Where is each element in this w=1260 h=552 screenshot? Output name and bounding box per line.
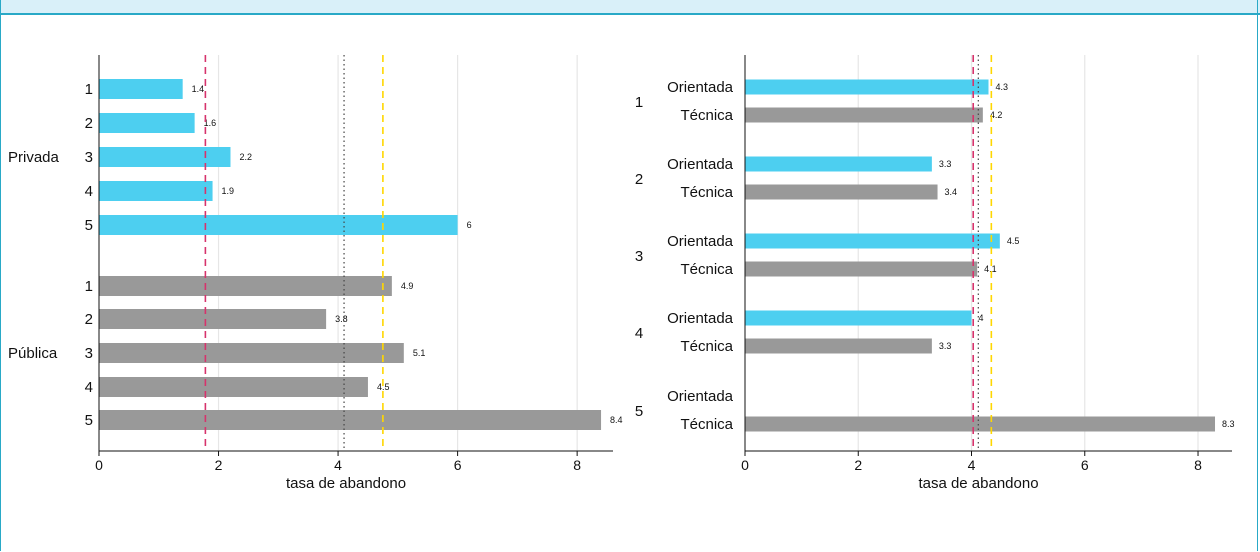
right-subcategory-label: Técnica [680,338,733,355]
left-bar-value-label: 1.4 [192,84,205,94]
right-bar [745,338,932,354]
left-bar-value-label: 3.8 [335,314,348,324]
left-bar [99,309,327,329]
right-subcategory-label: Técnica [680,107,733,124]
right-bar-value-label: 3.4 [945,187,958,197]
right-subcategory-label: Orientada [667,156,734,173]
left-bar-value-label: 4.9 [401,281,414,291]
left-bar-value-label: 6 [467,220,472,230]
left-x-tick-label: 6 [454,457,462,473]
right-bar [745,416,1216,432]
right-subcategory-label: Orientada [667,233,734,250]
left-category-label: 2 [85,115,93,132]
right-bar-value-label: 4.3 [996,82,1009,92]
right-bar [745,261,978,277]
left-bar [99,113,195,133]
right-x-tick-label: 0 [741,457,749,473]
left-bar [99,343,404,363]
left-bar [99,377,368,397]
right-subcategory-label: Orientada [667,388,734,405]
right-group-label: 5 [635,403,643,420]
left-x-tick-label: 8 [573,457,581,473]
right-x-tick-label: 4 [968,457,976,473]
right-group-label: 2 [635,171,643,188]
right-subcategory-label: Técnica [680,261,733,278]
right-group-label: 4 [635,325,643,342]
right-bar [745,310,972,326]
left-bar [99,410,602,430]
right-bar [745,184,938,200]
right-group-label: 1 [635,94,643,111]
right-x-axis-label: tasa de abandono [918,475,1038,492]
left-category-label: 2 [85,311,93,328]
right-bar-value-label: 8.3 [1222,419,1235,429]
left-bar-value-label: 1.9 [222,186,235,196]
right-bar [745,107,983,123]
left-bar-value-label: 1.6 [204,118,217,128]
left-bar-value-label: 8.4 [610,415,623,425]
left-category-label: 4 [85,379,93,396]
right-x-tick-label: 2 [854,457,862,473]
left-category-label: 3 [85,345,93,362]
left-bar-value-label: 4.5 [377,382,390,392]
left-bar [99,79,183,99]
left-x-tick-label: 4 [334,457,342,473]
left-x-tick-label: 2 [215,457,223,473]
right-bar-value-label: 4 [979,313,984,323]
right-bar [745,79,989,95]
right-subcategory-label: Orientada [667,79,734,96]
left-bar [99,147,231,167]
right-x-tick-label: 6 [1081,457,1089,473]
right-bar-value-label: 4.5 [1007,236,1020,246]
left-group-label: Pública [8,345,58,362]
left-bar-value-label: 2.2 [239,152,252,162]
right-bar [745,233,1000,249]
right-bar-value-label: 4.2 [990,110,1003,120]
right-subcategory-label: Técnica [680,184,733,201]
right-x-tick-label: 8 [1194,457,1202,473]
left-category-label: 5 [85,412,93,429]
left-category-label: 4 [85,183,93,200]
top-bar [0,0,1260,15]
right-bar-value-label: 3.3 [939,341,952,351]
left-category-label: 1 [85,278,93,295]
right-bar [745,156,932,172]
left-x-tick-label: 0 [95,457,103,473]
right-group-label: 3 [635,248,643,265]
right-subcategory-label: Técnica [680,416,733,433]
left-x-axis-label: tasa de abandono [286,475,406,492]
left-bar [99,215,458,235]
left-category-label: 3 [85,149,93,166]
right-bar-value-label: 4.1 [984,264,997,274]
right-subcategory-label: Orientada [667,310,734,327]
left-group-label: Privada [8,149,60,166]
left-bar [99,276,392,296]
left-bar-value-label: 5.1 [413,348,426,358]
left-bar [99,181,213,201]
left-category-label: 5 [85,217,93,234]
left-category-label: 1 [85,81,93,98]
right-bar-value-label: 3.3 [939,159,952,169]
